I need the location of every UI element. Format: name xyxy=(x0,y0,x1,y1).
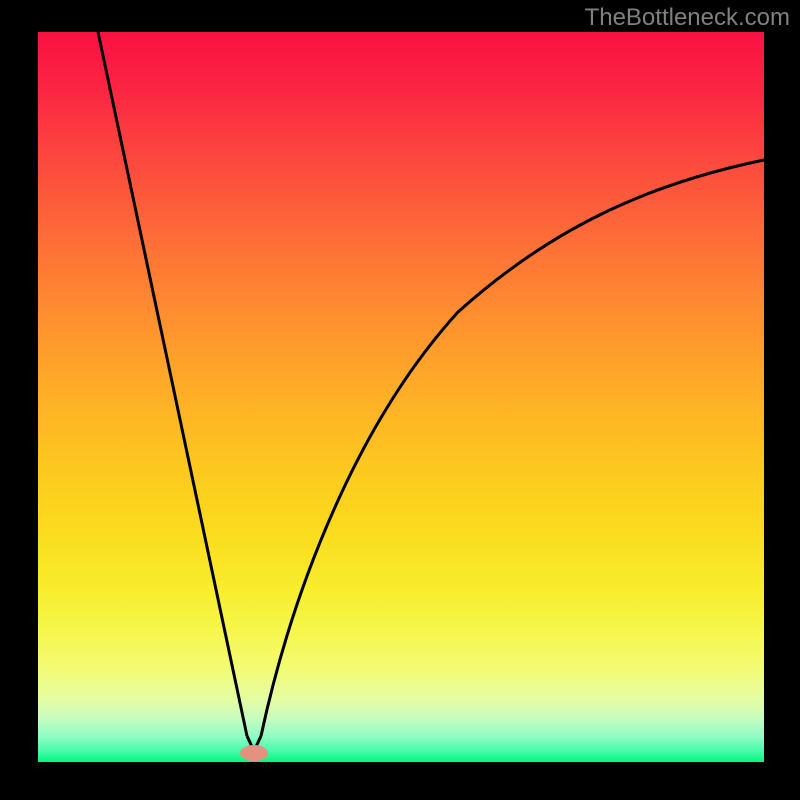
curve-right-branch xyxy=(261,160,764,736)
watermark-text: TheBottleneck.com xyxy=(585,4,790,32)
chart-plot-area xyxy=(38,32,764,762)
optimal-marker xyxy=(240,745,268,761)
bottleneck-curve xyxy=(38,32,764,762)
curve-left-branch xyxy=(98,32,247,736)
